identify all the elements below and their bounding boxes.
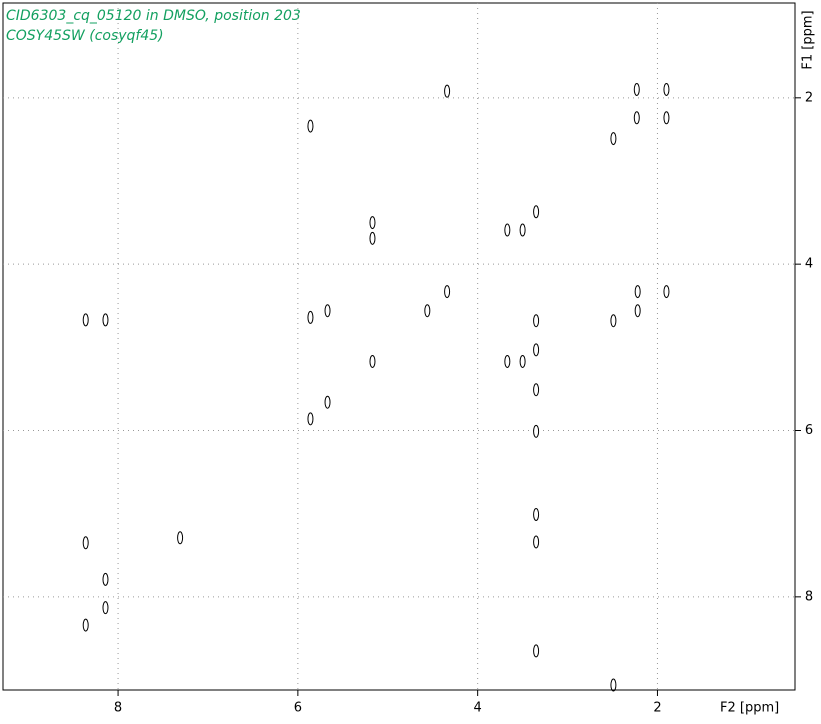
cross-peak: [504, 223, 511, 237]
cross-peak: [533, 424, 540, 438]
x-axis-label: F2 [ppm]: [720, 701, 779, 716]
x-tick-label: 4: [474, 701, 482, 716]
cross-peak: [633, 82, 640, 96]
x-tick-label: 8: [114, 701, 122, 716]
cross-peak: [324, 395, 331, 409]
y-tick-label: 8: [805, 589, 813, 604]
cross-peak: [504, 354, 511, 368]
chart-subtitle: COSY45SW (cosyqf45): [6, 28, 164, 44]
cross-peak: [324, 304, 331, 318]
y-axis-label: F1 [ppm]: [801, 10, 816, 69]
cross-peak: [610, 132, 617, 146]
cross-peak: [519, 223, 526, 237]
cross-peak: [634, 285, 641, 299]
cross-peak: [663, 285, 670, 299]
y-tick-label: 2: [805, 90, 813, 105]
cross-peak: [533, 508, 540, 522]
cross-peak: [424, 304, 431, 318]
cross-peak: [369, 354, 376, 368]
cross-peak: [177, 531, 184, 545]
cross-peak: [533, 343, 540, 357]
cross-peak: [444, 285, 451, 299]
cross-peak: [633, 111, 640, 125]
cross-peak: [307, 412, 314, 426]
cross-peak: [533, 535, 540, 549]
x-tick-label: 2: [653, 701, 661, 716]
cross-peak: [369, 216, 376, 230]
cross-peak: [634, 304, 641, 318]
cross-peak: [102, 601, 109, 615]
cross-peak: [82, 313, 89, 327]
cross-peak: [610, 314, 617, 328]
cross-peak: [533, 205, 540, 219]
cross-peak: [533, 314, 540, 328]
cross-peak: [307, 310, 314, 324]
cross-peak: [663, 82, 670, 96]
cross-peak: [444, 84, 451, 98]
x-tick-label: 6: [294, 701, 302, 716]
cross-peak: [610, 678, 617, 692]
chart-title: CID6303_cq_05120 in DMSO, position 203: [6, 8, 301, 24]
cross-peak: [82, 536, 89, 550]
y-tick-label: 6: [805, 423, 813, 438]
cross-peak: [533, 383, 540, 397]
cross-peak: [369, 231, 376, 245]
cross-peak: [102, 313, 109, 327]
cross-peak: [307, 119, 314, 133]
cross-peak: [519, 354, 526, 368]
cross-peak: [533, 644, 540, 658]
cross-peak: [102, 572, 109, 586]
plot-frame: [2, 2, 796, 691]
cross-peak: [663, 111, 670, 125]
cross-peak: [82, 618, 89, 632]
y-tick-label: 4: [805, 257, 813, 272]
